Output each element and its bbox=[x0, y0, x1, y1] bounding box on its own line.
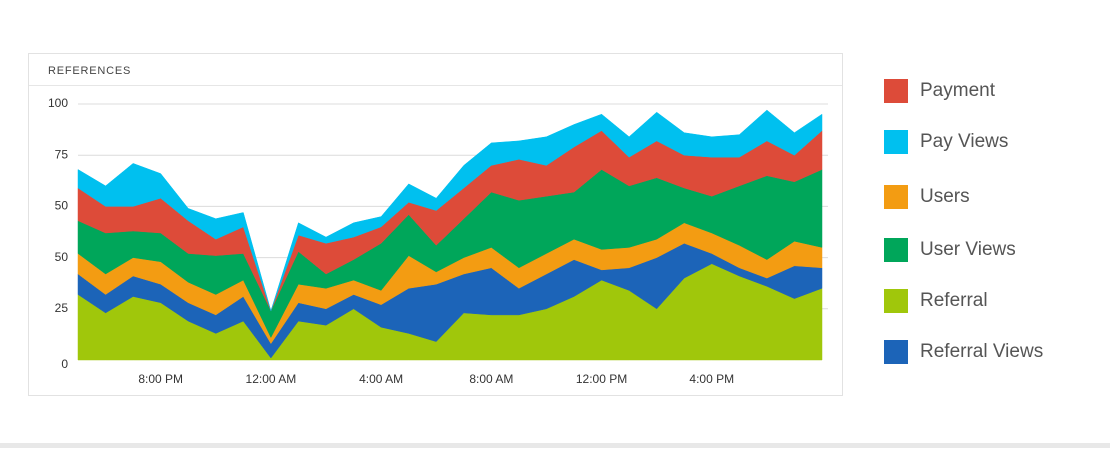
legend-swatch bbox=[884, 238, 908, 262]
legend-swatch bbox=[884, 289, 908, 313]
legend-label: Payment bbox=[920, 80, 996, 101]
legend-label: Referral bbox=[920, 290, 988, 311]
legend-swatch bbox=[884, 185, 908, 209]
y-tick-label: 100 bbox=[48, 96, 68, 110]
legend-label: Referral Views bbox=[920, 341, 1043, 362]
x-tick-label: 12:00 PM bbox=[576, 372, 627, 386]
page-footer-strip bbox=[0, 443, 1110, 448]
y-tick-label: 25 bbox=[55, 301, 69, 315]
legend-swatch bbox=[884, 340, 908, 364]
x-tick-label: 12:00 AM bbox=[246, 372, 297, 386]
axes: 0 25 50 50 75 100 8:00 PM 12:00 AM 4:00 AM 8:00 A… bbox=[48, 96, 734, 386]
y-tick-label: 0 bbox=[61, 357, 68, 371]
x-tick-label: 4:00 PM bbox=[689, 372, 734, 386]
legend-label: Users bbox=[920, 186, 970, 207]
legend-swatch bbox=[884, 79, 908, 103]
x-tick-label: 8:00 AM bbox=[469, 372, 513, 386]
legend-label: Pay Views bbox=[920, 131, 1008, 152]
x-tick-label: 8:00 PM bbox=[138, 372, 183, 386]
legend-swatch bbox=[884, 130, 908, 154]
area bbox=[77, 109, 823, 312]
x-tick-label: 4:00 AM bbox=[359, 372, 403, 386]
card-title: REFERENCES bbox=[48, 65, 131, 77]
legend-label: User Views bbox=[920, 239, 1016, 260]
y-tick-label: 50 bbox=[55, 199, 69, 213]
y-tick-label: 50 bbox=[55, 250, 69, 264]
areas bbox=[77, 109, 823, 361]
legend: Payment Pay Views Users User Views Referral R… bbox=[884, 79, 1043, 364]
y-tick-label: 75 bbox=[55, 147, 69, 161]
